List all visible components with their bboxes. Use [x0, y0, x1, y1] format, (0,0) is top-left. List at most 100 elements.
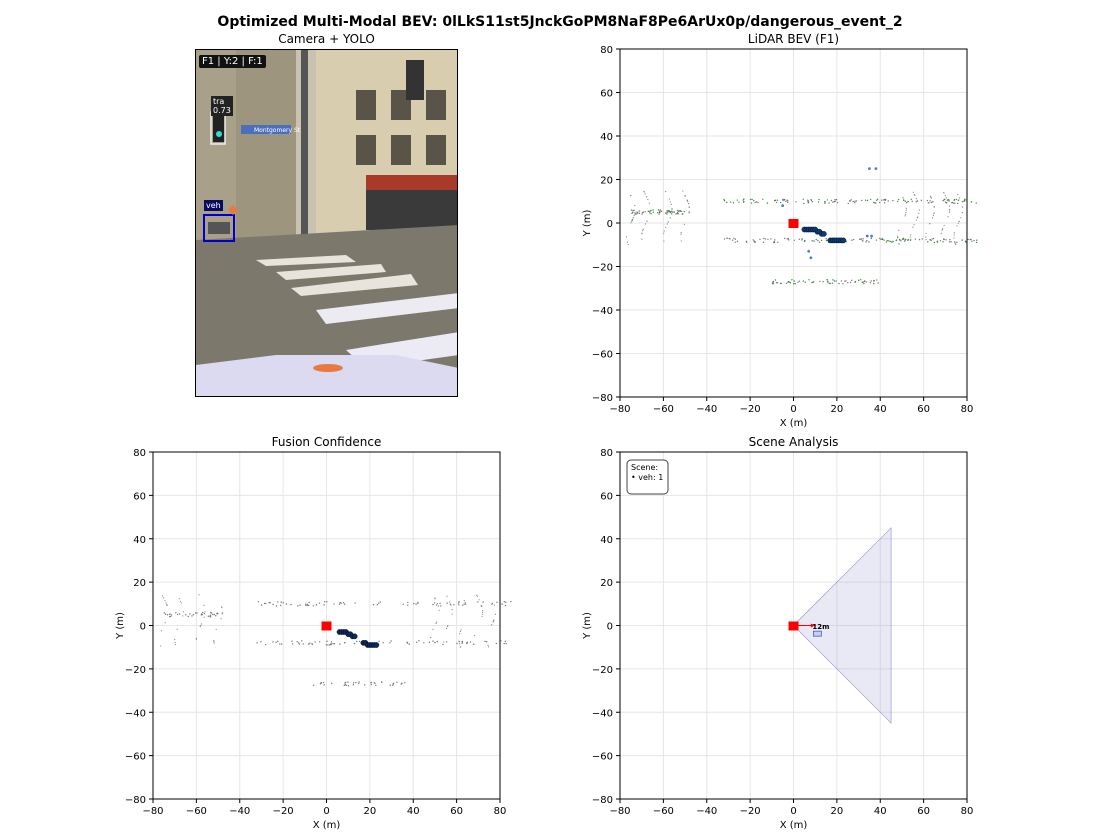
lidar-point	[343, 642, 346, 644]
lidar-point	[498, 640, 501, 642]
lidar-point	[947, 199, 950, 201]
lidar-point	[848, 200, 851, 202]
lidar-point	[178, 598, 180, 600]
lidar-point	[680, 232, 682, 234]
lidar-point	[220, 618, 222, 620]
lidar-point	[458, 643, 460, 645]
lidar-point	[881, 237, 883, 240]
lidar-point	[850, 199, 852, 201]
extra-point	[874, 167, 878, 171]
lidar-point	[963, 199, 966, 202]
lidar-point	[954, 202, 956, 204]
lidar-point	[333, 642, 336, 645]
lidar-point	[897, 236, 899, 239]
lidar-point	[801, 238, 803, 240]
lidar-point	[630, 209, 633, 211]
lidar-point	[505, 601, 507, 604]
lidar-point	[306, 603, 309, 606]
lidar-point	[392, 682, 395, 684]
lidar-point	[669, 217, 671, 219]
lidar-point	[339, 643, 341, 645]
lidar-point	[649, 212, 651, 214]
lidar-point	[925, 236, 927, 238]
lidar-point	[163, 597, 165, 599]
lidar-point	[458, 604, 460, 606]
lidar-point	[787, 281, 789, 283]
lidar-point	[669, 201, 672, 203]
lidar-point	[160, 630, 162, 632]
lidar-point	[975, 202, 977, 204]
lidar-point	[438, 609, 440, 611]
lidar-point	[352, 682, 355, 684]
lidar-point	[406, 641, 408, 643]
lidar-point	[668, 210, 671, 213]
chart-title: LiDAR BEV (F1)	[748, 32, 839, 46]
lidar-point	[667, 221, 669, 223]
lidar-point	[182, 615, 184, 617]
lidar-point	[675, 213, 677, 215]
lidar-point	[301, 640, 303, 642]
track-point	[803, 226, 810, 233]
y-tick-label: 0	[607, 622, 613, 633]
lidar-point	[870, 237, 872, 240]
lidar-point	[684, 195, 686, 197]
lidar-point	[358, 640, 361, 643]
lidar-point	[858, 279, 860, 282]
lidar-point	[859, 238, 862, 241]
lidar-point	[666, 223, 668, 225]
lidar-point	[446, 595, 448, 597]
lidar-point	[174, 638, 176, 641]
lidar-point	[798, 280, 801, 282]
lidar-point	[209, 612, 212, 614]
lidar-point	[453, 604, 455, 606]
lidar-point	[319, 683, 322, 685]
lidar-point	[478, 599, 480, 601]
lidar-point	[953, 199, 956, 201]
y-tick-label: −60	[592, 752, 613, 763]
lidar-point	[943, 238, 945, 241]
lidar-point	[179, 600, 182, 602]
lidar-point	[905, 238, 907, 241]
lidar-point	[967, 238, 969, 241]
lidar-point	[264, 643, 267, 646]
lidar-point	[210, 612, 213, 614]
lidar-point	[666, 213, 668, 215]
lidar-point	[902, 237, 905, 240]
lidar-point	[947, 200, 949, 202]
lidar-point	[726, 237, 728, 240]
lidar-point	[432, 640, 434, 642]
lidar-point	[898, 243, 900, 245]
lidar-point	[932, 214, 935, 217]
lidar-point	[918, 238, 921, 241]
lidar-point	[282, 602, 284, 604]
x-tick-label: 0	[790, 806, 796, 817]
lidar-point	[681, 213, 684, 215]
lidar-point	[864, 199, 867, 201]
lidar-point	[634, 204, 636, 207]
lidar-point	[182, 611, 184, 613]
lidar-point	[842, 283, 844, 285]
lidar-point	[491, 603, 493, 605]
lidar-point	[810, 199, 813, 202]
lidar-point	[356, 640, 358, 643]
lidar-point	[195, 638, 197, 640]
lidar-point	[853, 238, 855, 241]
lidar-point	[174, 643, 177, 646]
lidar-point	[887, 240, 890, 242]
lidar-point	[340, 602, 342, 604]
lidar-point	[932, 201, 934, 203]
lidar-point	[331, 682, 333, 685]
lidar-point	[333, 603, 335, 605]
lidar-point	[797, 281, 799, 283]
lidar-point	[880, 238, 882, 241]
lidar-point	[641, 233, 643, 235]
lidar-point	[632, 210, 634, 212]
y-tick-label: −80	[592, 795, 613, 806]
scene-legend-item: • veh: 1	[631, 473, 663, 482]
lidar-point	[936, 241, 939, 243]
lidar-point	[632, 211, 634, 214]
lidar-point	[201, 613, 203, 616]
lidar-point	[501, 603, 503, 605]
lidar-point	[847, 281, 849, 284]
lidar-point	[787, 281, 790, 283]
